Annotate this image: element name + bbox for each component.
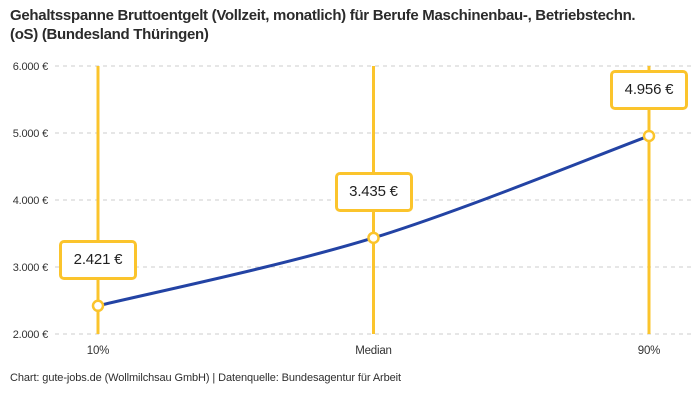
x-tick-label: 10% [87,345,109,357]
chart-title: Gehaltsspanne Bruttoentgelt (Vollzeit, m… [10,7,636,44]
y-tick-label: 2.000 € [13,329,48,341]
chart-footer: Chart: gute-jobs.de (Wollmilchsau GmbH) … [10,372,401,384]
value-label-box: 4.956 € [610,69,688,110]
value-label-box: 2.421 € [59,239,137,280]
x-tick-label: Median [355,345,392,357]
x-tick-label: 90% [638,345,660,357]
data-point-marker [642,129,656,143]
y-tick-label: 6.000 € [13,61,48,73]
y-tick-label: 5.000 € [13,128,48,140]
y-tick-label: 4.000 € [13,195,48,207]
value-label-box: 3.435 € [334,171,413,212]
y-tick-label: 3.000 € [13,262,48,274]
data-point-marker [91,299,105,313]
data-point-marker [367,231,380,245]
